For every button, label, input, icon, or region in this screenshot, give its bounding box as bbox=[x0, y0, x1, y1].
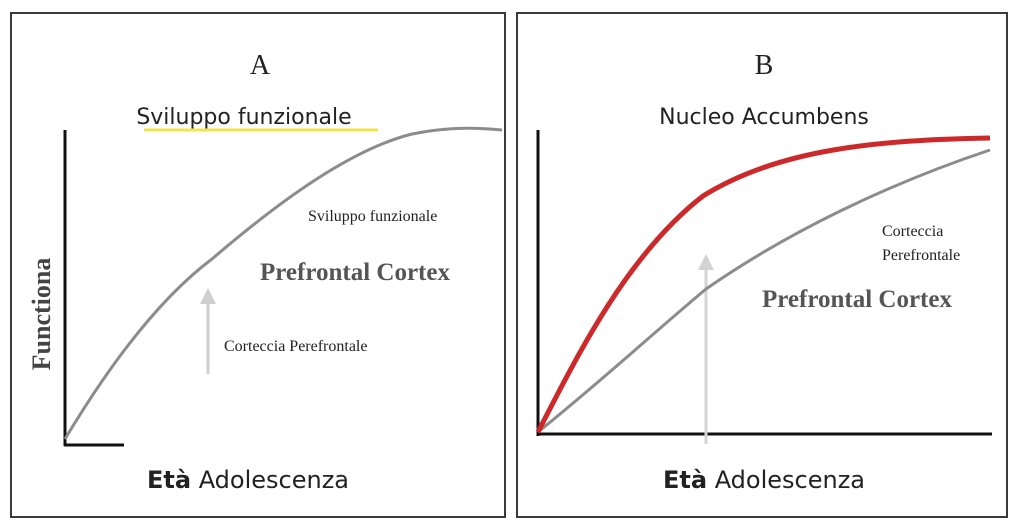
panel-b-title: Nucleo Accumbens bbox=[659, 105, 869, 130]
panel-b-gray-label-line2: Perefrontale bbox=[882, 247, 960, 264]
panel-b: B Nucleo Accumbens Corteccia Perefrontal… bbox=[516, 12, 1008, 518]
panel-a-title: Sviluppo funzionale bbox=[136, 105, 351, 130]
panel-a-figure: A Sviluppo funzionale Functiona Sviluppo… bbox=[27, 50, 503, 494]
panel-a-y-axis-label: Functiona bbox=[27, 258, 56, 371]
panel-b-figure: B Nucleo Accumbens Corteccia Perefrontal… bbox=[535, 50, 992, 494]
panel-b-letter: B bbox=[755, 50, 774, 81]
panel-a: A Sviluppo funzionale Functiona Sviluppo… bbox=[10, 12, 506, 518]
panel-b-cortex-curve bbox=[537, 148, 991, 434]
panel-a-x-label-bold: Età bbox=[147, 466, 191, 494]
panel-b-x-label-bold: Età bbox=[663, 466, 707, 494]
panel-a-region-label: Prefrontal Cortex bbox=[260, 259, 450, 286]
panel-a-x-label-rest: Adolescenza bbox=[199, 466, 349, 494]
panel-b-arrow-head-icon bbox=[698, 254, 714, 270]
panel-a-x-label: Età Adolescenza bbox=[147, 466, 349, 494]
panel-b-region-label: Prefrontal Cortex bbox=[762, 286, 952, 313]
panel-b-accumbens-curve bbox=[535, 135, 991, 434]
panel-a-functional-curve bbox=[63, 126, 503, 440]
panel-a-arrow-head-icon bbox=[200, 288, 216, 304]
panel-b-x-label-rest: Adolescenza bbox=[715, 466, 865, 494]
panel-a-arrow-label: Corteccia Perefrontale bbox=[224, 338, 367, 355]
panel-a-letter: A bbox=[250, 50, 271, 81]
panel-b-x-label: Età Adolescenza bbox=[663, 466, 865, 494]
panel-a-curve-label: Sviluppo funzionale bbox=[308, 208, 437, 225]
panel-b-gray-label-line1: Corteccia bbox=[882, 223, 943, 240]
